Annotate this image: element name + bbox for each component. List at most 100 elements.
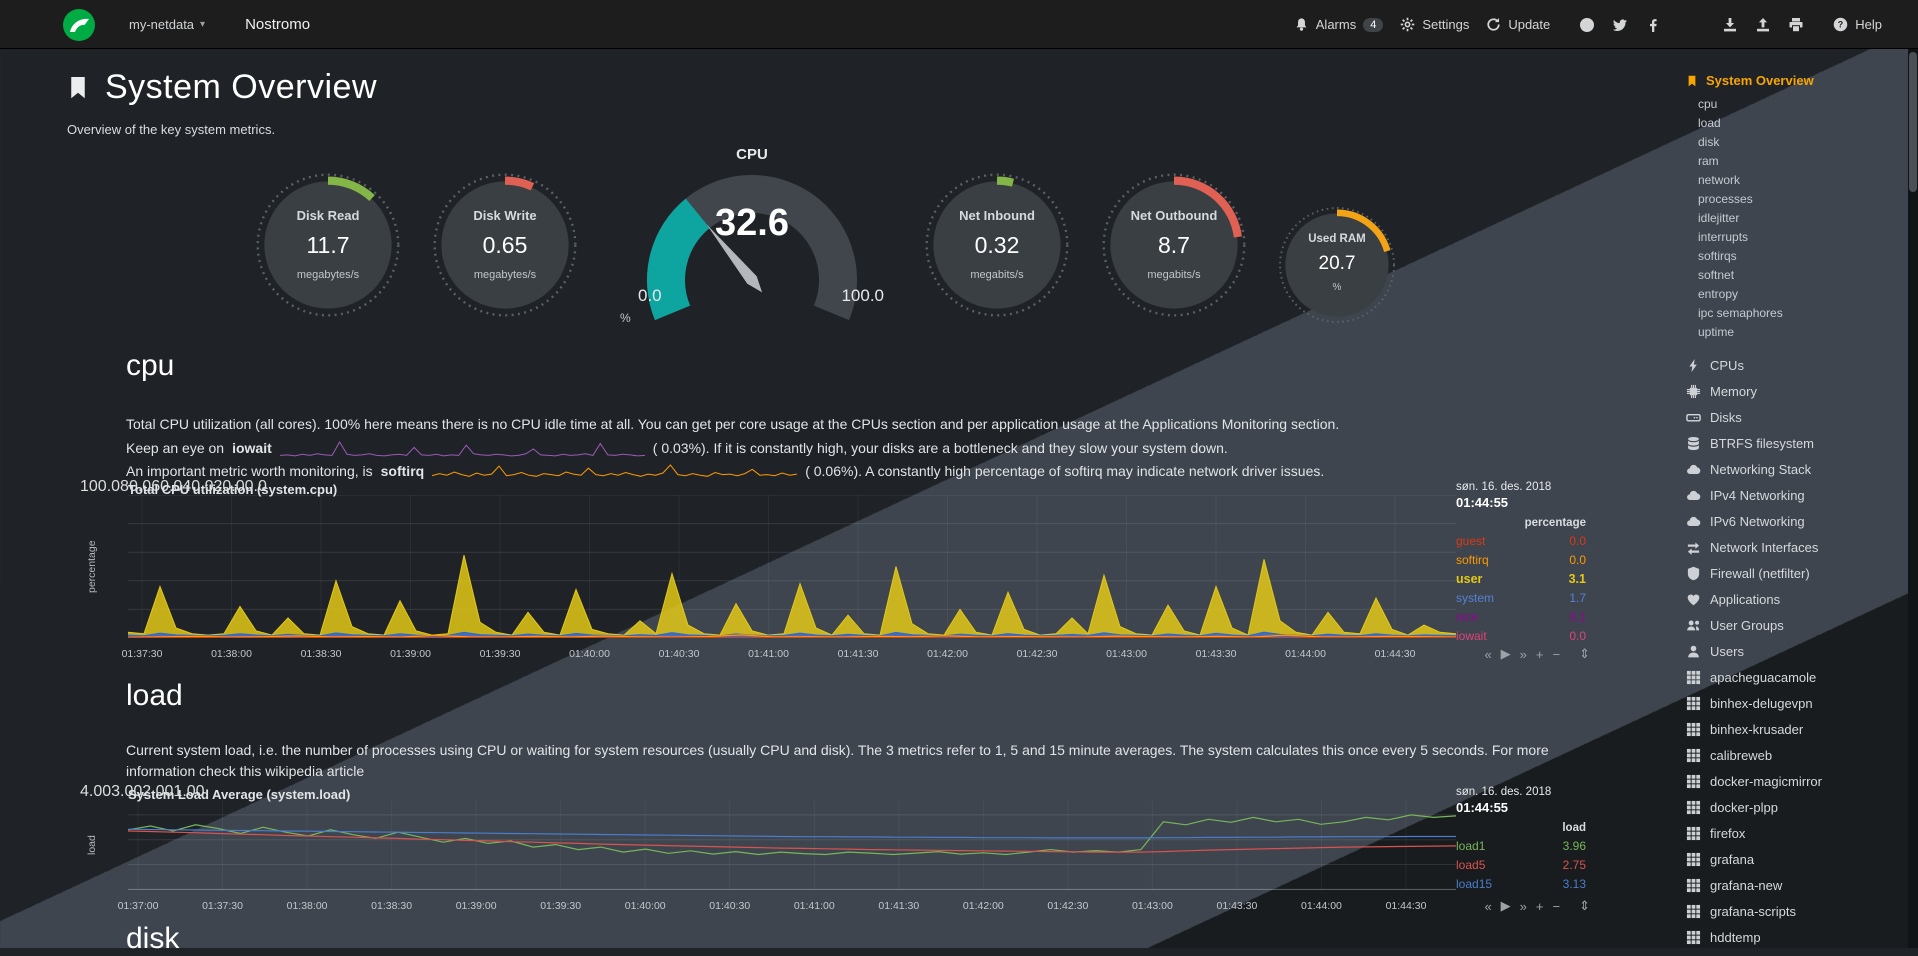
x-tick-label: 01:41:30 <box>878 900 920 912</box>
pan-forward-button[interactable]: » <box>1519 898 1527 914</box>
sidebar-item-ipv6-networking[interactable]: IPv6 Networking <box>1686 508 1904 534</box>
cpu-chart-plot[interactable] <box>128 495 1456 638</box>
legend-series-iowait[interactable]: iowait 0.0 <box>1456 627 1586 646</box>
sidebar-item-grafana-new[interactable]: grafana-new <box>1686 872 1904 898</box>
import-snapshot-icon[interactable] <box>1722 17 1738 33</box>
resize-button[interactable]: ⇕ <box>1579 646 1590 661</box>
net-outbound-gauge[interactable]: Net Outbound 8.7 megabits/s <box>1100 171 1248 319</box>
load-chart-plot[interactable] <box>128 801 1456 890</box>
sidebar-item-system-overview[interactable]: System Overview <box>1686 73 1904 88</box>
sidebar-item-network-interfaces[interactable]: Network Interfaces <box>1686 534 1904 560</box>
legend-series-name: iowait <box>1456 629 1487 643</box>
sidebar-item-applications[interactable]: Applications <box>1686 586 1904 612</box>
sidebar-item-calibreweb[interactable]: calibreweb <box>1686 742 1904 768</box>
sidebar-item-docker-magicmirror[interactable]: docker-magicmirror <box>1686 768 1904 794</box>
gauge-dial <box>647 175 857 321</box>
sidebar-item-load[interactable]: load <box>1698 116 1721 130</box>
netdata-logo[interactable] <box>62 8 96 42</box>
sidebar-item-users[interactable]: Users <box>1686 638 1904 664</box>
sidebar-item-networking-stack[interactable]: Networking Stack <box>1686 456 1904 482</box>
sidebar-item-network[interactable]: network <box>1698 173 1741 187</box>
sidebar-item-disk[interactable]: disk <box>1698 135 1720 149</box>
iowait-sparkline[interactable] <box>279 439 645 459</box>
pan-forward-button[interactable]: » <box>1519 646 1527 662</box>
play-button[interactable]: ▶ <box>1500 898 1511 913</box>
host-title: Nostromo <box>245 16 311 33</box>
sidebar-item-idlejitter[interactable]: idlejitter <box>1698 211 1740 225</box>
sidebar-item-entropy[interactable]: entropy <box>1698 287 1739 301</box>
play-button[interactable]: ▶ <box>1500 646 1511 661</box>
export-snapshot-icon[interactable] <box>1755 17 1771 33</box>
sidebar-item-processes[interactable]: processes <box>1698 192 1753 206</box>
github-icon[interactable] <box>1579 17 1595 33</box>
help-button[interactable]: Help <box>1833 17 1882 32</box>
gauge-value: 0.65 <box>482 231 528 258</box>
sidebar-item-softirqs[interactable]: softirqs <box>1698 249 1737 263</box>
pan-backward-button[interactable]: « <box>1484 898 1492 914</box>
sidebar-item-grafana[interactable]: grafana <box>1686 846 1904 872</box>
legend-series-load1[interactable]: load1 3.96 <box>1456 837 1586 856</box>
x-tick-label: 01:40:00 <box>624 900 666 912</box>
zoom-in-button[interactable]: + <box>1535 898 1544 914</box>
zoom-in-button[interactable]: + <box>1535 646 1544 662</box>
sidebar-item-user-groups[interactable]: User Groups <box>1686 612 1904 638</box>
pan-backward-button[interactable]: « <box>1484 646 1492 662</box>
sidebar-item-firewall-netfilter[interactable]: Firewall (netfilter) <box>1686 560 1904 586</box>
legend-series-load5[interactable]: load5 2.75 <box>1456 856 1586 875</box>
legend-series-name: softirq <box>1456 553 1489 567</box>
disk-read-gauge[interactable]: Disk Read 11.7 megabytes/s <box>254 171 402 319</box>
legend-series-system[interactable]: system 1.7 <box>1456 589 1586 608</box>
sidebar-item-label: firefox <box>1710 825 1746 841</box>
sidebar-item-label: grafana <box>1710 851 1755 867</box>
disk-write-gauge[interactable]: Disk Write 0.65 megabytes/s <box>431 171 579 319</box>
y-tick-label: 0.0 <box>244 478 267 495</box>
softirq-sparkline[interactable] <box>432 462 798 482</box>
sidebar-item-ram[interactable]: ram <box>1698 154 1719 168</box>
sidebar-item-uptime[interactable]: uptime <box>1698 325 1735 339</box>
facebook-icon[interactable] <box>1645 17 1661 33</box>
settings-button[interactable]: Settings <box>1400 17 1469 32</box>
sidebar-item-firefox[interactable]: firefox <box>1686 820 1904 846</box>
sidebar-item-binhex-delugevpn[interactable]: binhex-delugevpn <box>1686 690 1904 716</box>
zoom-out-button[interactable]: − <box>1552 898 1561 914</box>
sidebar-item-apacheguacamole[interactable]: apacheguacamole <box>1686 664 1904 690</box>
legend-series-softirq[interactable]: softirq 0.0 <box>1456 551 1586 570</box>
twitter-icon[interactable] <box>1612 17 1628 33</box>
sidebar-item-docker-plpp[interactable]: docker-plpp <box>1686 794 1904 820</box>
sidebar-item-memory[interactable]: Memory <box>1686 378 1904 404</box>
sidebar-item-softnet[interactable]: softnet <box>1698 268 1735 282</box>
legend-series-user[interactable]: user 3.1 <box>1456 570 1586 589</box>
resize-button[interactable]: ⇕ <box>1579 898 1590 913</box>
my-netdata-menu[interactable]: my-netdata ▾ <box>129 17 205 32</box>
cpu-gauge[interactable]: CPU 32.6 0.0 100.0 % <box>612 146 892 336</box>
sidebar-item-ipv4-networking[interactable]: IPv4 Networking <box>1686 482 1904 508</box>
zoom-out-button[interactable]: − <box>1552 646 1561 662</box>
net-inbound-gauge[interactable]: Net Inbound 0.32 megabits/s <box>923 171 1071 319</box>
bookmark-icon <box>66 73 90 102</box>
alarms-button[interactable]: Alarms 4 <box>1294 17 1384 32</box>
legend-series-guest[interactable]: guest 0.0 <box>1456 532 1586 551</box>
legend-series-nice[interactable]: nice 0.1 <box>1456 608 1586 627</box>
legend-series-load15[interactable]: load15 3.13 <box>1456 875 1586 894</box>
sidebar-item-cpus[interactable]: CPUs <box>1686 352 1904 378</box>
y-tick-label: 3.00 <box>111 783 143 800</box>
sidebar-item-ipc-semaphores[interactable]: ipc semaphores <box>1698 306 1783 320</box>
used-ram-gauge[interactable]: Used RAM 20.7 % <box>1277 205 1397 325</box>
sidebar-item-hddtemp[interactable]: hddtemp <box>1686 924 1904 948</box>
sidebar-item-interrupts[interactable]: interrupts <box>1698 230 1749 244</box>
update-button[interactable]: Update <box>1486 17 1550 32</box>
sidebar-item-label: grafana-new <box>1710 877 1783 893</box>
x-tick-label: 01:41:00 <box>793 900 835 912</box>
scrollbar-thumb[interactable] <box>1909 52 1917 192</box>
grid-icon <box>1686 696 1701 711</box>
sidebar-item-disks[interactable]: Disks <box>1686 404 1904 430</box>
y-axis-ticks: 4.003.002.001.00 <box>80 783 205 915</box>
page-scrollbar[interactable] <box>1908 49 1918 948</box>
sidebar-item-binhex-krusader[interactable]: binhex-krusader <box>1686 716 1904 742</box>
x-tick-label: 01:37:30 <box>202 900 243 912</box>
sidebar-item-btrfs-filesystem[interactable]: BTRFS filesystem <box>1686 430 1904 456</box>
legend-series-name: guest <box>1456 534 1486 548</box>
print-icon[interactable] <box>1788 17 1804 33</box>
sidebar-item-cpu[interactable]: cpu <box>1698 97 1718 111</box>
sidebar-item-grafana-scripts[interactable]: grafana-scripts <box>1686 898 1904 924</box>
